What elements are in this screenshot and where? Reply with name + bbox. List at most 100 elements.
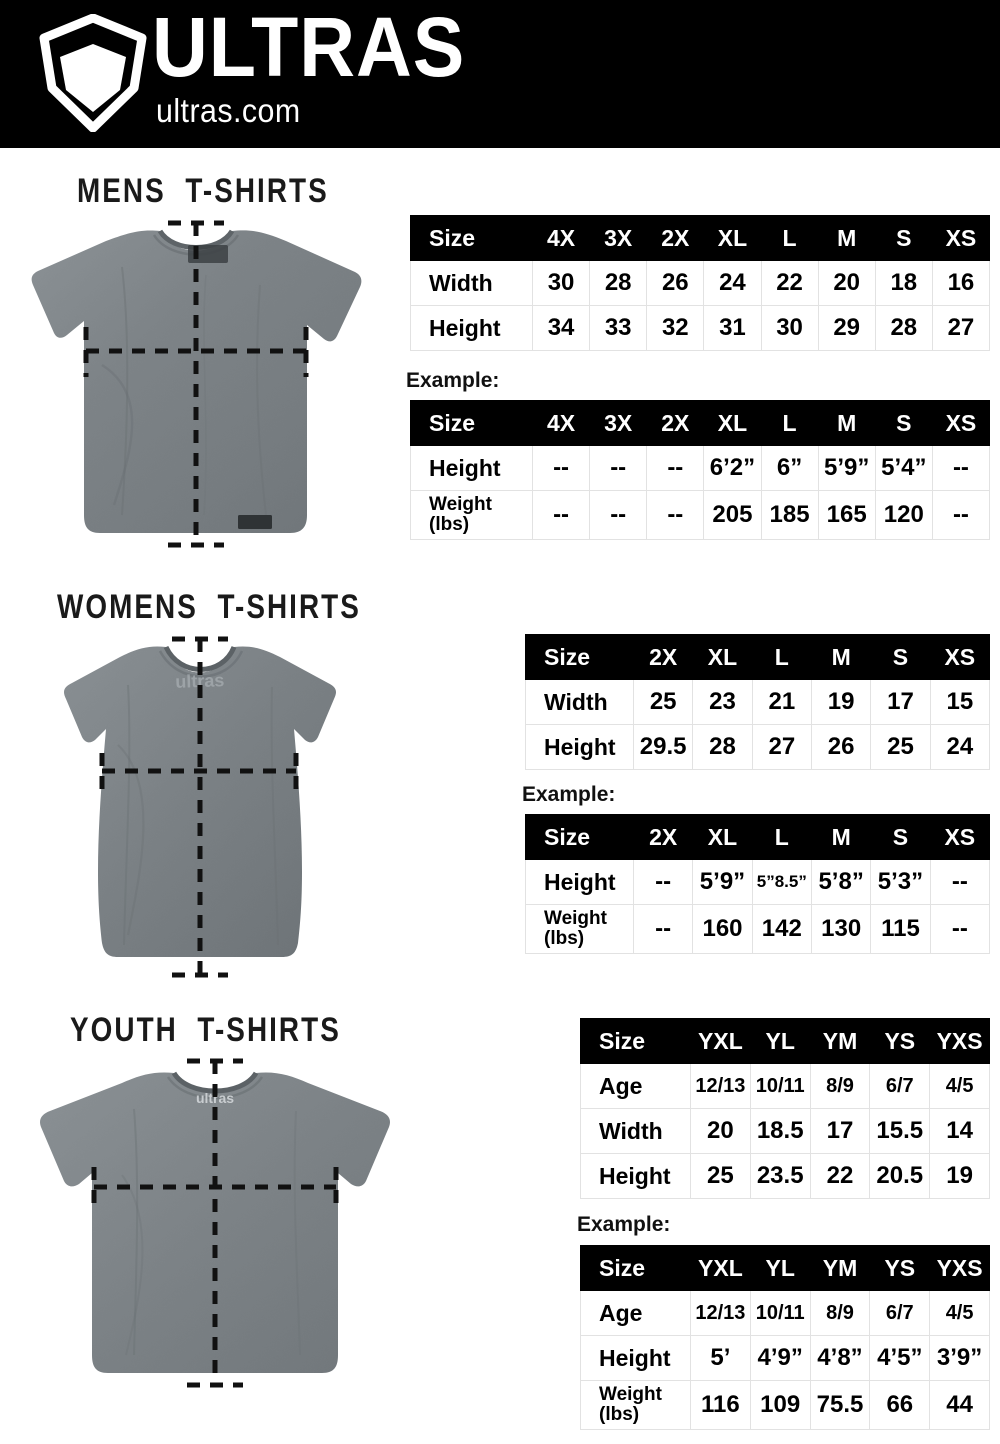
column-header-yxs: YXS <box>929 1245 990 1291</box>
cell-4x-height: -- <box>531 445 591 491</box>
cell-ys-weightlbs: 66 <box>869 1380 931 1430</box>
column-header-size: Size <box>410 400 533 446</box>
cell-l-weightlbs: 185 <box>760 490 819 540</box>
section-title-youth: YOUTH T-SHIRTS <box>70 1011 341 1049</box>
logo: ULTRAS ultras.com <box>38 5 492 134</box>
chest-print: ultras <box>175 670 225 692</box>
table-row: Height 34 33 32 31 30 29 28 27 <box>410 305 991 351</box>
cell-ys-height: 4’5” <box>869 1335 931 1381</box>
cell-xl-height: 6’2” <box>703 445 762 491</box>
cell-m-height: 5’9” <box>817 445 876 491</box>
column-header-m: M <box>810 814 872 860</box>
column-header-m: M <box>817 215 876 261</box>
measurement-lines <box>91 1058 339 1388</box>
column-header-xs: XS <box>929 634 991 680</box>
section-title-mens: MENS T-SHIRTS <box>77 172 329 210</box>
table-header-row: Size YXL YL YM YS YXS <box>580 1018 990 1064</box>
table-row: Weight (lbs) 116 109 75.5 66 44 <box>580 1380 990 1430</box>
cell-ym-width: 17 <box>809 1108 871 1154</box>
womens-tshirt-image: ultras <box>40 625 360 985</box>
section-title-womens: WOMENS T-SHIRTS <box>57 588 361 626</box>
youth-tshirt-image: ultras <box>30 1055 400 1395</box>
cell-3x-weightlbs: -- <box>589 490 648 540</box>
column-header-ym: YM <box>809 1018 871 1064</box>
cell-yxs-height: 3’9” <box>929 1335 990 1381</box>
column-header-xl: XL <box>692 814 753 860</box>
cell-l-height: 5”8.5” <box>751 859 812 905</box>
cell-yxl-height: 5’ <box>690 1335 751 1381</box>
column-header-yxl: YXL <box>690 1245 751 1291</box>
cell-l-height: 27 <box>751 724 812 770</box>
table-header-row: Size 2X XL L M S XS <box>525 634 991 680</box>
cell-xl-weightlbs: 205 <box>703 490 762 540</box>
column-header-xl: XL <box>703 400 762 446</box>
mens-size-table: Size 4X 3X 2X XL L M S XS Width 30 28 26 24 22 20 18 16 He… <box>410 215 991 351</box>
cell-2x-width: 25 <box>632 679 694 725</box>
measurement-lines <box>83 220 309 548</box>
cell-2x-height: -- <box>632 859 694 905</box>
table-header-row: Size 4X 3X 2X XL L M S XS <box>410 400 991 446</box>
cell-s-width: 18 <box>874 260 933 306</box>
column-header-ym: YM <box>809 1245 871 1291</box>
mens-example-table: Size 4X 3X 2X XL L M S XS Height -- -- -- 6’2” 6” 5’9” 5… <box>410 400 991 540</box>
cell-xl-width: 23 <box>692 679 753 725</box>
mens-example-label: Example: <box>406 369 500 392</box>
cell-2x-height: -- <box>646 445 705 491</box>
row-label: Height <box>580 1153 691 1199</box>
row-label: Weight (lbs) <box>525 904 634 954</box>
mens-shirt-body <box>31 229 362 533</box>
brand-header: ULTRAS ultras.com <box>0 0 1000 148</box>
column-header-xs: XS <box>929 814 991 860</box>
cell-yxs-height: 19 <box>929 1153 990 1199</box>
womens-tshirt-graphic: ultras <box>64 636 336 978</box>
row-label: Weight (lbs) <box>580 1380 691 1430</box>
cell-xl-height: 5’9” <box>692 859 753 905</box>
logo-text: ULTRAS ultras.com <box>152 5 492 130</box>
cell-m-width: 19 <box>810 679 872 725</box>
cell-s-height: 28 <box>874 305 933 351</box>
table-header-row: Size 2X XL L M S XS <box>525 814 991 860</box>
youth-example-table: Size YXL YL YM YS YXS Age 12/13 10/11 8/9 6/7 4/5 He… <box>580 1245 990 1430</box>
cell-m-height: 5’8” <box>810 859 872 905</box>
cell-yxl-height: 25 <box>690 1153 751 1199</box>
column-header-s: S <box>874 215 933 261</box>
table-row: Height 5’ 4’9” 4’8” 4’5” 3’9” <box>580 1335 990 1381</box>
cell-yxl-age: 12/13 <box>690 1290 751 1336</box>
cell-s-weightlbs: 120 <box>874 490 933 540</box>
cell-yxs-width: 14 <box>929 1108 990 1154</box>
cell-s-weightlbs: 115 <box>870 904 931 954</box>
row-label: Weight (lbs) <box>410 490 533 540</box>
column-header-yxs: YXS <box>929 1018 990 1064</box>
womens-size-table: Size 2X XL L M S XS Width 25 23 21 19 17 15 Height 29.5… <box>525 634 991 770</box>
column-header-xl: XL <box>703 215 762 261</box>
row-label: Height <box>525 859 634 905</box>
table-row: Height 29.5 28 27 26 25 24 <box>525 724 991 770</box>
cell-ys-age: 6/7 <box>869 1063 931 1109</box>
cell-yxl-width: 20 <box>690 1108 751 1154</box>
column-header-size: Size <box>410 215 533 261</box>
cell-2x-height: 32 <box>646 305 705 351</box>
row-label: Height <box>580 1335 691 1381</box>
table-row: Width 20 18.5 17 15.5 14 <box>580 1108 990 1154</box>
cell-xl-height: 28 <box>692 724 753 770</box>
table-row: Height -- -- -- 6’2” 6” 5’9” 5’4” -- <box>410 445 991 491</box>
cell-ym-age: 8/9 <box>809 1063 871 1109</box>
table-header-row: Size YXL YL YM YS YXS <box>580 1245 990 1291</box>
cell-l-height: 6” <box>760 445 819 491</box>
table-row: Weight (lbs) -- 160 142 130 115 -- <box>525 904 991 954</box>
cell-yl-width: 18.5 <box>749 1108 811 1154</box>
neck-print: ultras <box>196 1090 234 1106</box>
row-label: Width <box>580 1108 691 1154</box>
cell-ys-age: 6/7 <box>869 1290 931 1336</box>
cell-xs-height: -- <box>929 859 991 905</box>
row-label: Age <box>580 1290 691 1336</box>
row-label: Age <box>580 1063 691 1109</box>
table-row: Height 25 23.5 22 20.5 19 <box>580 1153 990 1199</box>
cell-xs-weightlbs: -- <box>929 904 991 954</box>
column-header-yl: YL <box>749 1245 811 1291</box>
cell-xs-width: 16 <box>931 260 991 306</box>
column-header-size: Size <box>580 1245 691 1291</box>
cell-s-width: 17 <box>870 679 931 725</box>
cell-4x-width: 30 <box>531 260 591 306</box>
column-header-size: Size <box>525 634 634 680</box>
